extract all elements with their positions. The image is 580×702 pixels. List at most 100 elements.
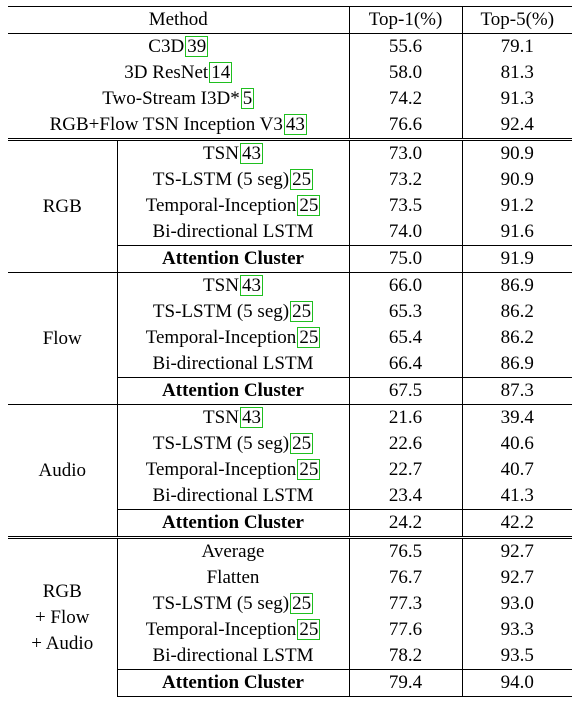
method-cell: Bi-directional LSTM [117, 351, 350, 378]
top5-value: 86.2 [500, 327, 534, 348]
table-row: Temporal-Inception 25 73.5 91.2 [8, 193, 572, 219]
method-name: Bi-directional LSTM [152, 221, 314, 242]
top5-value: 94.0 [462, 669, 573, 697]
group-label-line: RGB [42, 580, 82, 602]
citation-link[interactable]: 43 [239, 143, 263, 164]
method-cell: TS-LSTM (5 seg) 25 [117, 167, 350, 193]
top5-value: 42.2 [462, 509, 573, 538]
top5-value: 40.7 [500, 459, 534, 480]
table-row: Attention Cluster 79.4 94.0 [8, 669, 573, 697]
method-name: C3D [148, 36, 185, 57]
group-label-line: RGB [42, 195, 82, 217]
baseline-row: 3D ResNet 14 58.0 81.3 [8, 60, 572, 86]
citation-link[interactable]: 25 [290, 593, 314, 614]
citation-link[interactable]: 43 [239, 407, 263, 428]
group-label: RGB + Flow + Audio [8, 536, 118, 697]
method-cell: TSN 43 [117, 404, 350, 431]
method-name: Average [201, 541, 265, 562]
method-name: TS-LSTM (5 seg) [152, 433, 290, 454]
table-row: Temporal-Inception 25 77.6 93.3 [8, 617, 572, 643]
top1-value: 73.0 [349, 138, 463, 167]
method-name: TS-LSTM (5 seg) [152, 301, 290, 322]
top1-value: 66.0 [349, 272, 463, 299]
method-cell: Flatten [117, 565, 350, 591]
method-name: Temporal-Inception [145, 327, 297, 348]
table-row: Attention Cluster 24.2 42.2 [8, 509, 573, 538]
group-label-line: Flow [42, 327, 82, 349]
top5-value: 92.7 [500, 567, 534, 588]
table-row: TS-LSTM (5 seg) 25 22.6 40.6 [8, 431, 572, 457]
citation-link[interactable]: 25 [290, 169, 314, 190]
baseline-row: C3D 39 55.6 79.1 [8, 33, 573, 60]
method-cell: Attention Cluster [117, 509, 350, 538]
table-row: RGB TSN 43 73.0 90.9 [8, 138, 573, 273]
table-row: TS-LSTM (5 seg) 25 65.3 86.2 [8, 299, 572, 325]
top1-value: 24.2 [349, 509, 463, 538]
top5-value: 86.9 [462, 272, 573, 299]
top1-value: 67.5 [349, 377, 463, 405]
method-name: Attention Cluster [162, 512, 304, 533]
baseline-row: RGB+Flow TSN Inception V3 43 76.6 92.4 [8, 112, 572, 140]
citation-link[interactable]: 25 [290, 433, 314, 454]
top5-value: 91.3 [500, 88, 534, 109]
table-row: Bi-directional LSTM 78.2 93.5 [8, 643, 572, 670]
table-body: C3D 39 55.6 79.1 3D ResNet 14 58.0 81.3 Two-Stre… [8, 33, 573, 697]
top1-value: 77.6 [349, 617, 463, 643]
citation-link[interactable]: 25 [297, 459, 321, 480]
top5-value: 90.9 [500, 169, 534, 190]
header-method: Method [8, 6, 350, 34]
top1-value: 76.7 [349, 565, 463, 591]
method-cell: Bi-directional LSTM [117, 483, 350, 510]
top1-value: 65.3 [349, 299, 463, 325]
citation-link[interactable]: 39 [185, 36, 209, 57]
group-label: Flow [8, 272, 118, 405]
table-row: TS-LSTM (5 seg) 25 73.2 90.9 [8, 167, 572, 193]
method-cell: Bi-directional LSTM [117, 643, 350, 670]
method-cell: Temporal-Inception 25 [117, 325, 350, 351]
table-row: Bi-directional LSTM 23.4 41.3 [8, 483, 572, 510]
header-row: Method Top-1(%) Top-5(%) [8, 6, 573, 34]
top1-value: 75.0 [349, 245, 463, 273]
citation-link[interactable]: 43 [239, 275, 263, 296]
method-name: Bi-directional LSTM [152, 645, 314, 666]
method-cell: Two-Stream I3D* 5 [8, 86, 350, 112]
method-cell: Temporal-Inception 25 [117, 193, 350, 219]
method-name: 3D ResNet [124, 62, 209, 83]
group-label: Audio [8, 404, 118, 538]
method-name: Bi-directional LSTM [152, 353, 314, 374]
top1-value: 22.6 [349, 431, 463, 457]
citation-link[interactable]: 5 [240, 88, 255, 109]
method-name: Temporal-Inception [145, 459, 297, 480]
citation-link[interactable]: 43 [283, 114, 307, 135]
method-name: Temporal-Inception [145, 619, 297, 640]
method-cell: Temporal-Inception 25 [117, 457, 350, 483]
top1-value: 21.6 [349, 404, 463, 431]
table-row: Temporal-Inception 25 22.7 40.7 [8, 457, 572, 483]
group-label-line: + Audio [31, 632, 94, 654]
method-name: TS-LSTM (5 seg) [152, 593, 290, 614]
top1-value: 77.3 [349, 591, 463, 617]
method-cell: Temporal-Inception 25 [117, 617, 350, 643]
top5-value: 91.9 [462, 245, 573, 273]
method-name: Bi-directional LSTM [152, 485, 314, 506]
citation-link[interactable]: 25 [290, 301, 314, 322]
top5-value: 91.2 [500, 195, 534, 216]
top1-value: 76.6 [349, 112, 463, 140]
baseline-row: Two-Stream I3D* 5 74.2 91.3 [8, 86, 572, 112]
method-cell: C3D 39 [8, 33, 350, 60]
citation-link[interactable]: 25 [297, 619, 321, 640]
citation-link[interactable]: 25 [297, 195, 321, 216]
top1-value: 55.6 [349, 33, 463, 60]
method-name: Attention Cluster [162, 380, 304, 401]
citation-link[interactable]: 25 [297, 327, 321, 348]
group-label: RGB [8, 138, 118, 273]
method-name: Attention Cluster [162, 672, 304, 693]
results-table: Method Top-1(%) Top-5(%) C3D 39 55.6 79.1 3D… [8, 6, 573, 697]
method-cell: 3D ResNet 14 [8, 60, 350, 86]
method-cell: TS-LSTM (5 seg) 25 [117, 431, 350, 457]
top1-value: 73.2 [349, 167, 463, 193]
top1-value: 78.2 [349, 643, 463, 670]
citation-link[interactable]: 14 [209, 62, 233, 83]
method-cell: Bi-directional LSTM [117, 219, 350, 246]
method-name: TSN [203, 143, 239, 164]
